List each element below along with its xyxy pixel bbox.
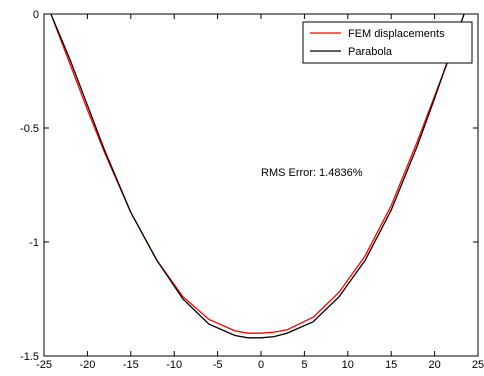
- legend-label-parabola: Parabola: [348, 46, 393, 58]
- x-tick-label: 15: [385, 359, 397, 371]
- x-tick-label: 20: [428, 359, 440, 371]
- x-tick-label: 5: [301, 359, 307, 371]
- x-axis: -25 -20 -15 -10 -5 0 5 10 15 20 25: [36, 14, 484, 371]
- x-tick-label: -20: [79, 359, 95, 371]
- x-tick-label: -25: [36, 359, 52, 371]
- y-tick-label: -0.5: [20, 123, 39, 135]
- rms-error-annotation: RMS Error: 1.4836%: [261, 167, 363, 179]
- legend-box: [302, 21, 473, 64]
- x-tick-label: 25: [472, 359, 484, 371]
- x-tick-label: -15: [123, 359, 139, 371]
- legend: FEM displacements Parabola: [302, 21, 473, 64]
- y-tick-label: -1: [29, 237, 39, 249]
- series-line-parabola: [50, 13, 465, 339]
- y-tick-label: 0: [33, 9, 39, 21]
- x-tick-label: -10: [166, 359, 182, 371]
- series-layer: [50, 13, 465, 339]
- plot-area: [43, 13, 479, 357]
- x-tick-label: -5: [213, 359, 223, 371]
- legend-label-fem: FEM displacements: [348, 28, 445, 40]
- x-tick-label: 10: [342, 359, 354, 371]
- x-tick-label: 0: [258, 359, 264, 371]
- y-axis: 0 -0.5 -1 -1.5: [20, 9, 478, 363]
- y-tick-label: -1.5: [20, 351, 39, 363]
